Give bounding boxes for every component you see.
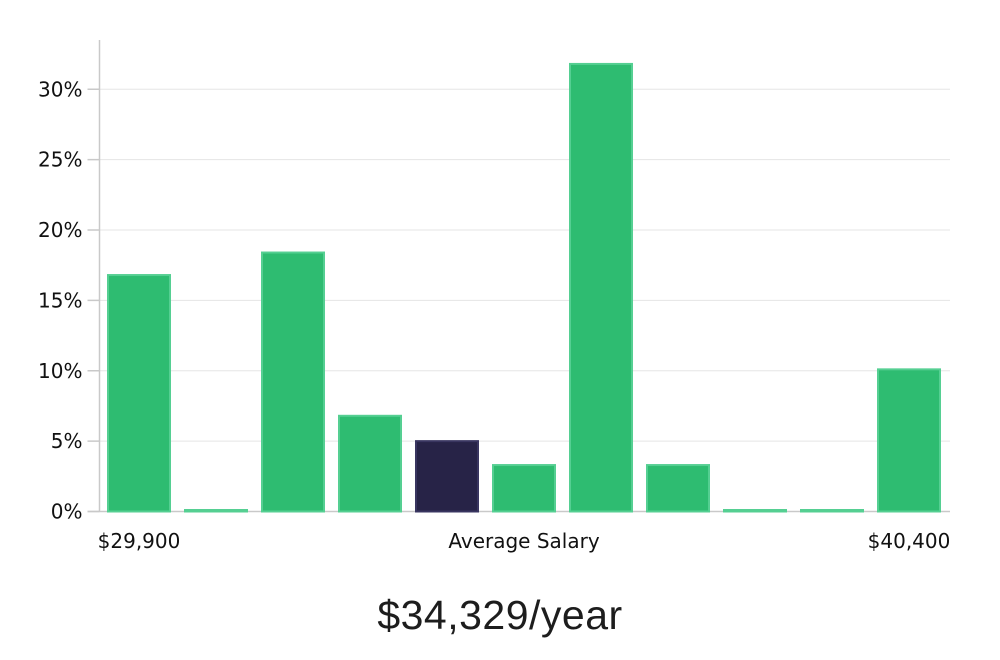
average-salary-caption: $34,329/year (377, 592, 623, 638)
y-tick-label: 15% (38, 288, 82, 312)
x-tick-label: $29,900 (98, 529, 181, 553)
bar-3 (338, 414, 402, 513)
bar-2 (261, 251, 325, 513)
y-gridlines (99, 88, 950, 442)
average-salary-bar (415, 440, 479, 513)
y-tick-label: 30% (38, 77, 82, 101)
bar-9 (800, 509, 864, 513)
y-tick-label: 5% (51, 429, 83, 453)
y-tick-label: 25% (38, 148, 82, 172)
bars (107, 62, 941, 513)
bar-6 (569, 62, 633, 513)
y-tick-label: 20% (38, 218, 82, 242)
x-axis-tick-labels: $29,900 Average Salary $40,400 (98, 529, 951, 553)
y-axis-ticks (87, 88, 100, 513)
bar-5 (492, 464, 556, 513)
y-tick-label: 10% (38, 359, 82, 383)
salary-distribution-chart: 0% 5% 10% 15% 20% 25% 30% $29,900 Average Salary… (38, 40, 951, 553)
bar-1 (184, 509, 248, 513)
x-tick-label: $40,400 (868, 529, 951, 553)
bar-8 (723, 509, 787, 513)
bar-chart-canvas: 0% 5% 10% 15% 20% 25% 30% $29,900 Average Salary… (38, 40, 951, 553)
bar-7 (646, 464, 710, 513)
x-tick-label: Average Salary (448, 529, 599, 553)
y-tick-label: 0% (51, 500, 83, 524)
bar-10 (877, 368, 941, 513)
bar-0 (107, 274, 171, 513)
y-axis-tick-labels: 0% 5% 10% 15% 20% 25% 30% (38, 77, 82, 523)
